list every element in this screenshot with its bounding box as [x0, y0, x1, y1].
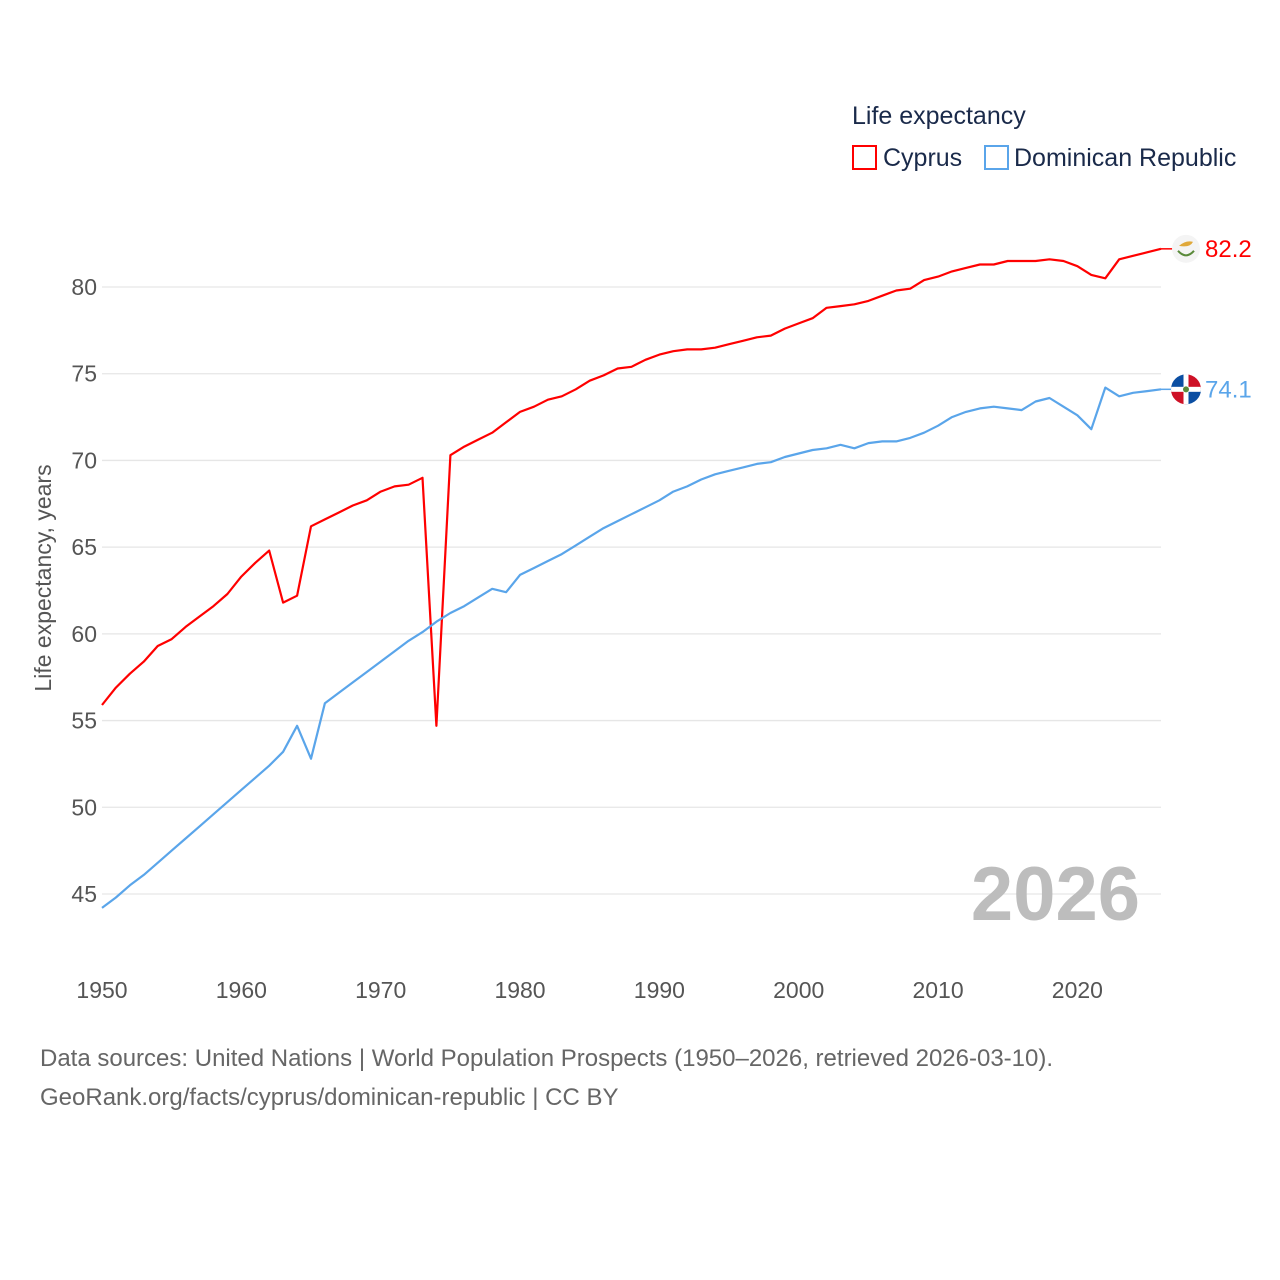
x-tick-label: 1970	[355, 977, 406, 1003]
x-tick-label: 1950	[76, 977, 127, 1003]
x-tick-label: 2010	[912, 977, 963, 1003]
series-line-cyprus[interactable]	[101, 247, 1162, 727]
x-tick-label: 2000	[773, 977, 824, 1003]
y-tick-label: 75	[71, 361, 97, 387]
legend-label-dominican-republic: Dominican Republic	[1014, 144, 1236, 172]
legend-label-cyprus: Cyprus	[883, 144, 962, 172]
dominican-republic-flag-icon	[1171, 374, 1201, 405]
y-axis-label: Life expectancy, years	[30, 464, 56, 691]
end-value-label-cyprus: 82.2	[1205, 236, 1252, 263]
legend-item-cyprus[interactable]: Cyprus	[852, 144, 962, 172]
x-tick-label: 1980	[494, 977, 545, 1003]
y-tick-label: 80	[71, 274, 97, 300]
y-tick-label: 55	[71, 708, 97, 734]
flag-background	[1172, 234, 1200, 263]
flag-body	[1171, 374, 1201, 405]
legend-swatch-dominican-republic	[984, 145, 1009, 170]
footer-sources: Data sources: United Nations | World Pop…	[40, 1045, 1054, 1072]
flag-island	[1179, 241, 1193, 247]
x-tick-label: 1990	[634, 977, 685, 1003]
y-tick-label: 60	[71, 621, 97, 647]
flag-emblem	[1183, 386, 1189, 393]
cyprus-flag-icon	[1172, 234, 1200, 263]
legend-title: Life expectancy	[852, 102, 1026, 130]
y-tick-label: 45	[71, 881, 97, 907]
footer-credit[interactable]: GeoRank.org/facts/cyprus/dominican-repub…	[40, 1084, 619, 1111]
legend-swatch-cyprus	[852, 145, 877, 170]
end-value-label-dominican-republic: 74.1	[1205, 376, 1252, 403]
y-tick-label: 70	[71, 447, 97, 473]
y-tick-label: 50	[71, 794, 97, 820]
legend-item-dominican-republic[interactable]: Dominican Republic	[984, 144, 1236, 172]
flag-branches	[1177, 250, 1195, 257]
series-line-dominican-republic[interactable]	[101, 386, 1162, 909]
y-tick-label: 65	[71, 534, 97, 560]
x-tick-label: 2020	[1052, 977, 1103, 1003]
x-tick-label: 1960	[216, 977, 267, 1003]
year-watermark: 2026	[971, 852, 1140, 937]
